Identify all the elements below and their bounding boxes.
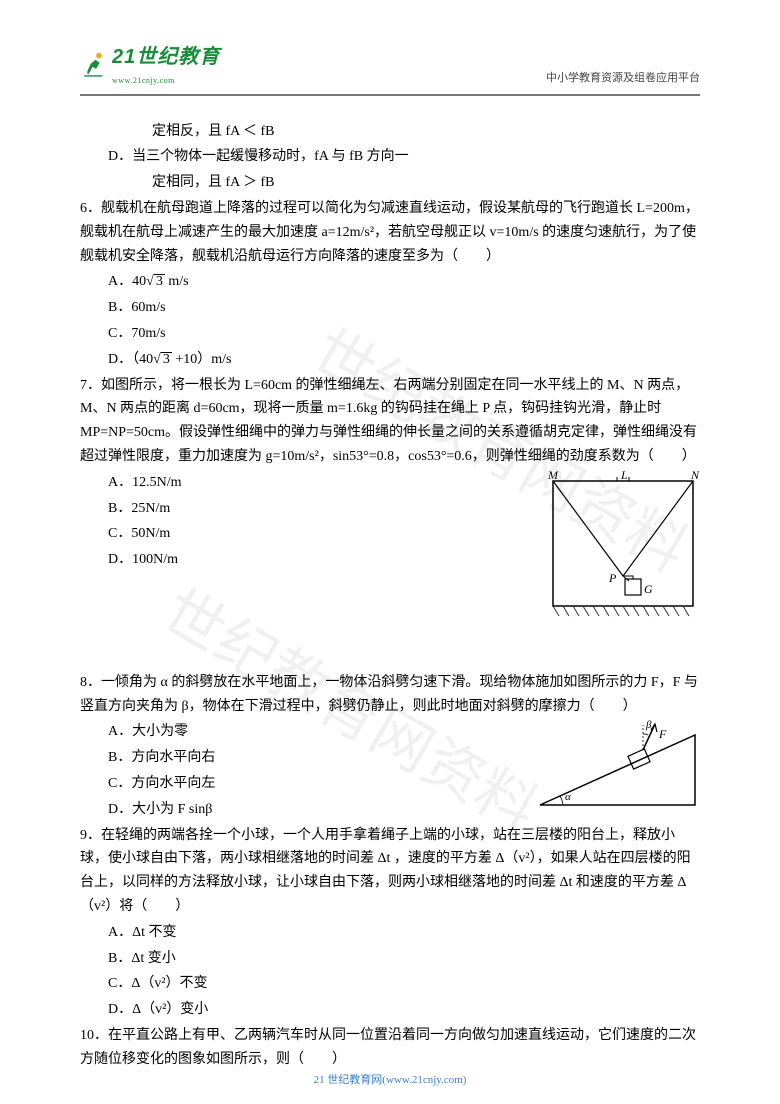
q9-stem: 9．在轻绳的两端各拴一个小球，一个人用手拿着绳子上端的小球，站在三层楼的阳台上，… <box>80 824 700 919</box>
q6-opt-d: D．（40 3 +10）m/s <box>80 348 700 372</box>
q5-opt-c-cont: 定相反，且 fA ＜ fB <box>96 120 700 144</box>
q8-stem: 8．一倾角为 α 的斜劈放在水平地面上，一物体沿斜劈匀速下滑。现给物体施加如图所… <box>80 671 700 719</box>
q10-stem: 10．在平直公路上有甲、乙两辆汽车时从同一位置沿着同一方向做匀加速直线运动，它们… <box>80 1024 700 1072</box>
q5-opt-d: D．当三个物体一起缓慢移动时，fA 与 fB 方向一 <box>80 145 700 169</box>
q6d-post: +10）m/s <box>172 352 232 367</box>
header-divider <box>80 94 700 96</box>
q7-stem: 7．如图所示，将一根长为 L=60cm 的弹性细绳左、右两端分别固定在同一水平线… <box>80 374 700 469</box>
q6a-unit: m/s <box>165 274 189 289</box>
q5c-text: 定相反，且 fA ＜ fB <box>152 124 275 139</box>
fig7-P: P <box>608 571 617 585</box>
q6d-val: 40 <box>139 352 153 367</box>
fig8-beta: β <box>645 720 652 731</box>
q6d-root: 3 <box>161 352 172 367</box>
q9-opt-d: D．Δ（v²）变小 <box>80 998 700 1022</box>
header-subtitle: 中小学教育资源及组卷应用平台 <box>546 69 700 88</box>
page-header: 21世纪教育 www.21cnjy.com 中小学教育资源及组卷应用平台 <box>80 40 700 88</box>
q6-opt-c: C．70m/s <box>80 322 700 346</box>
q6-stem: 6．舰载机在航母跑道上降落的过程可以简化为匀减速直线运动，假设某航母的飞行跑道长… <box>80 197 700 268</box>
fig8-alpha: α <box>565 791 571 803</box>
q9-opt-a: A．Δt 不变 <box>80 921 700 945</box>
logo: 21世纪教育 www.21cnjy.com <box>80 40 220 88</box>
logo-url: www.21cnjy.com <box>112 74 220 88</box>
content-area: 世纪教育网资料 世纪教育网资料 定相反，且 fA ＜ fB D．当三个物体一起缓… <box>80 120 700 1072</box>
q6d-pre: D．（ <box>108 352 139 367</box>
fig8-F: F <box>658 727 667 741</box>
fig7-N: N <box>690 471 700 482</box>
q6-opt-a: A．40 3 m/s <box>80 270 700 294</box>
q9-opt-c: C．Δ（v²）不变 <box>80 972 700 996</box>
q6-opt-b: B．60m/s <box>80 296 700 320</box>
q8-figure: β F α <box>535 720 700 810</box>
q6a-pre: A． <box>108 274 132 289</box>
fig7-L: L <box>620 471 628 482</box>
q6a-val: 40 <box>132 274 146 289</box>
q7-figure: M L N P G <box>545 471 700 621</box>
q6a-root: 3 <box>154 274 165 289</box>
logo-text: 21世纪教育 <box>112 40 220 74</box>
fig7-M: M <box>547 471 559 482</box>
q5-opt-d-cont: 定相同，且 fA ＞ fB <box>96 171 700 195</box>
q5d-text: 定相同，且 fA ＞ fB <box>152 175 275 190</box>
page-footer: 21 世纪教育网(www.21cnjy.com) <box>0 1071 780 1090</box>
q9-opt-b: B．Δt 变小 <box>80 947 700 971</box>
fig7-G: G <box>644 582 653 596</box>
runner-icon <box>80 50 108 78</box>
